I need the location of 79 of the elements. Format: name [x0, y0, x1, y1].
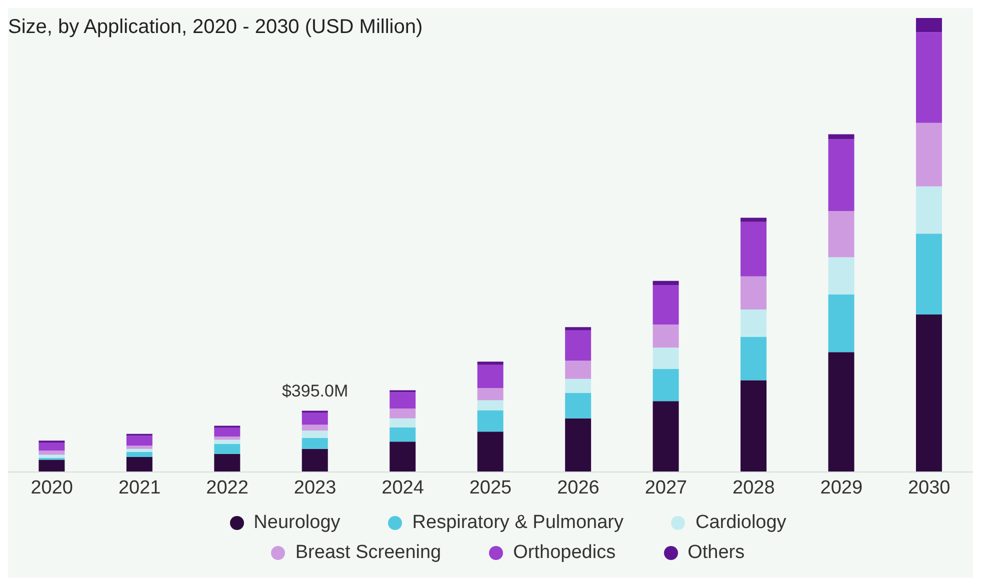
bar	[302, 448, 328, 472]
bar	[38, 450, 65, 455]
bar	[565, 418, 592, 472]
bar	[828, 210, 854, 258]
bar	[828, 134, 854, 140]
bar	[38, 460, 65, 472]
bar	[302, 438, 328, 449]
legend-label: Orthopedics	[512, 541, 616, 565]
bar	[390, 408, 416, 418]
bar	[740, 222, 767, 276]
bar	[652, 401, 679, 472]
bar	[126, 446, 152, 449]
bar	[214, 440, 240, 444]
bar	[302, 412, 328, 425]
bar	[565, 360, 592, 379]
bar	[565, 330, 592, 361]
bar	[652, 284, 679, 324]
bar	[390, 442, 416, 472]
x-tick-label: 2021	[118, 477, 161, 498]
bar	[477, 410, 504, 432]
bar	[126, 452, 152, 458]
bar	[477, 364, 504, 388]
x-tick-label: 2030	[908, 477, 950, 498]
x-tick-label: 2022	[206, 477, 248, 498]
bar	[390, 428, 416, 442]
bar	[390, 418, 416, 428]
bar	[916, 234, 942, 314]
bar	[214, 454, 240, 472]
x-tick-label: 2023	[294, 477, 336, 498]
bar	[652, 348, 679, 369]
bar	[38, 454, 65, 458]
x-tick-label: 2020	[30, 477, 74, 498]
bar	[652, 368, 679, 402]
annotation: $395.0M	[282, 382, 348, 401]
bar	[477, 400, 504, 410]
bar	[828, 139, 854, 211]
bar	[916, 18, 942, 32]
bar	[214, 428, 240, 437]
bar	[126, 436, 152, 446]
bar	[828, 294, 854, 352]
bar	[302, 430, 328, 438]
bar	[477, 362, 504, 365]
chart-title: Size, by Application, 2020 - 2030 (USD Million)	[8, 16, 423, 39]
legend-label: Respiratory & Pulmonary	[411, 511, 624, 535]
bar	[390, 392, 416, 408]
bar	[652, 324, 679, 348]
x-tick-label: 2026	[557, 477, 600, 498]
bar	[916, 32, 942, 123]
bar	[740, 309, 767, 337]
bar	[126, 448, 152, 452]
bar	[477, 432, 504, 472]
bar	[916, 314, 942, 472]
bar	[828, 257, 854, 294]
bar	[652, 280, 679, 285]
bar	[740, 276, 767, 310]
bar	[38, 442, 65, 451]
bar	[565, 393, 592, 418]
bar	[740, 380, 767, 472]
x-tick-label: 2027	[644, 477, 688, 498]
bar	[740, 218, 767, 222]
legend-label: Cardiology	[694, 511, 786, 535]
legend-label: Breast Screening	[294, 541, 442, 565]
bar	[302, 424, 328, 431]
bar	[565, 378, 592, 394]
bar	[740, 336, 767, 380]
bar	[828, 352, 854, 472]
x-tick-label: 2024	[382, 477, 424, 498]
x-tick-label: 2028	[732, 477, 775, 498]
bar	[916, 122, 942, 186]
bar	[565, 327, 592, 330]
legend-label: Others	[686, 541, 745, 565]
x-tick-label: 2025	[469, 477, 512, 498]
bar	[214, 444, 240, 454]
bar	[477, 388, 504, 400]
bar	[916, 186, 942, 234]
legend-label: Neurology	[252, 511, 340, 535]
x-tick-label: 2029	[820, 477, 863, 498]
bar	[126, 457, 152, 472]
bar	[214, 436, 240, 440]
